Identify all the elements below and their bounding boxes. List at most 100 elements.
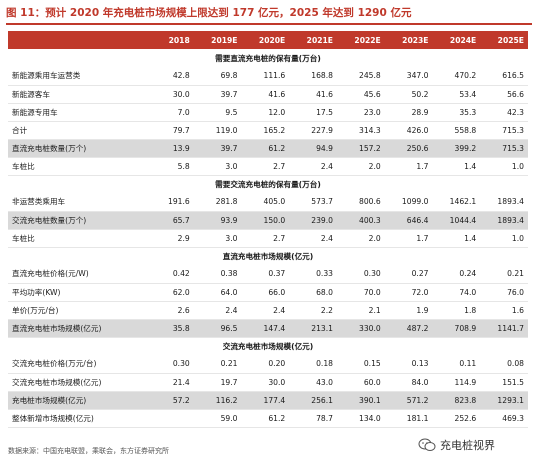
table-cell: 252.6 [432,409,481,428]
table-cell: 5.8 [146,157,194,176]
table-cell: 42.8 [146,67,194,86]
table-cell: 45.6 [337,85,385,104]
section-header-row: 直流充电桩市场规模(亿元) [8,247,528,265]
table-cell: 1.0 [480,157,528,176]
watermark: 充电桩视界 [418,437,495,453]
table-cell: 0.42 [146,265,194,284]
table-cell: 30.0 [146,85,194,104]
table-cell: 0.18 [289,355,337,374]
table-cell: 84.0 [384,373,433,392]
table-cell: 41.6 [289,85,337,104]
column-header: 2021E [289,31,337,49]
table-cell: 41.6 [241,85,290,104]
table-cell: 571.2 [384,391,433,410]
row-label: 非运营类乘用车 [8,193,146,212]
table-cell: 43.0 [289,373,337,392]
table-cell: 2.7 [241,157,290,176]
row-label: 新能源乘用车运营类 [8,67,146,86]
table-cell: 245.8 [337,67,385,86]
table-cell: 65.7 [146,211,194,230]
figure-title: 图 11：预计 2020 年充电桩市场规模上限达到 177 亿元，2025 年达… [6,7,412,19]
table-cell: 42.3 [480,103,528,122]
table-row: 交流充电桩市场规模(亿元) 21.4 19.7 30.0 43.0 60.0 84.0 114… [8,373,528,392]
table-cell: 2.7 [241,229,290,248]
table-cell: 2.1 [337,301,385,320]
table-cell: 330.0 [337,319,385,338]
table-row: 整体新增市场规模(亿元) 59.0 61.2 78.7 134.0 181.1 252.6 4… [8,409,528,428]
title-rule [6,23,532,25]
table-cell: 181.1 [384,409,433,428]
table-header-row: 2018 2019E 2020E 2021E 2022E 2023E 2024E 2025E [8,31,528,49]
table-cell: 69.8 [193,67,242,86]
header-corner [8,31,146,49]
table-cell: 0.30 [337,265,385,284]
table-cell: 2.0 [337,157,385,176]
table-cell: 62.0 [146,283,194,302]
table-cell: 2.4 [289,229,337,248]
section-header-row: 需要直流充电桩的保有量(万台) [8,49,528,67]
table-cell: 111.6 [241,67,290,86]
column-header: 2023E [384,31,433,49]
row-label: 交流充电桩市场规模(亿元) [8,373,146,392]
table-cell: 1.7 [384,157,433,176]
table-cell: 558.8 [432,121,481,140]
table-cell: 0.11 [432,355,481,374]
table-cell: 21.4 [146,373,194,392]
table-cell: 39.7 [193,139,242,158]
table-cell: 50.2 [384,85,433,104]
table-cell: 390.1 [337,391,385,410]
table-cell: 114.9 [432,373,481,392]
table-cell: 0.38 [193,265,242,284]
row-label: 直流充电桩数量(万个) [8,139,146,158]
section-title: 需要交流充电桩的保有量(万台) [8,175,528,193]
table-cell: 165.2 [241,121,290,140]
table-cell: 56.6 [480,85,528,104]
table-cell: 1462.1 [432,193,481,212]
table-cell: 314.3 [337,121,385,140]
table-cell: 53.4 [432,85,481,104]
table-cell: 35.8 [146,319,194,338]
table-cell: 405.0 [241,193,290,212]
table-cell: 147.4 [241,319,290,338]
table-cell: 1893.4 [480,211,528,230]
table-cell: 61.2 [241,409,290,428]
table-cell: 1.7 [384,229,433,248]
table-cell: 2.9 [146,229,194,248]
row-label: 车桩比 [8,157,146,176]
section-header-row: 需要交流充电桩的保有量(万台) [8,175,528,193]
table-cell [146,409,194,428]
table-cell: 168.8 [289,67,337,86]
table-cell: 1293.1 [480,391,528,410]
row-label: 整体新增市场规模(亿元) [8,409,146,428]
section-header-row: 交流充电桩市场规模(亿元) [8,337,528,355]
table-cell: 191.6 [146,193,194,212]
table-cell: 0.21 [480,265,528,284]
table-row: 单价(万元/台) 2.6 2.4 2.4 2.2 2.1 1.9 1.8 1.6 [8,301,528,320]
table-cell: 715.3 [480,139,528,158]
table-row-highlighted: 直流充电桩数量(万个) 13.9 39.7 61.2 94.9 157.2 250.6 399… [8,139,528,158]
column-header: 2019E [193,31,242,49]
table-row: 直流充电桩价格(元/W) 0.42 0.38 0.37 0.33 0.30 0.27 0.24… [8,265,528,284]
table-cell: 0.27 [384,265,433,284]
source-note: 数据来源：中国充电联盟，乘联会，东方证券研究所 [8,447,169,455]
table-cell: 39.7 [193,85,242,104]
table-cell: 96.5 [193,319,242,338]
table-cell: 30.0 [241,373,290,392]
table-cell: 157.2 [337,139,385,158]
table-cell: 426.0 [384,121,433,140]
table-cell: 119.0 [193,121,242,140]
table-cell: 9.5 [193,103,242,122]
table-cell: 1141.7 [480,319,528,338]
row-label: 新能源专用车 [8,103,146,122]
table-row: 车桩比 2.9 3.0 2.7 2.4 2.0 1.7 1.4 1.0 [8,229,528,248]
table-cell: 1.4 [432,157,481,176]
section-title: 需要直流充电桩的保有量(万台) [8,49,528,67]
section-title: 交流充电桩市场规模(亿元) [8,337,528,355]
table-cell: 28.9 [384,103,433,122]
table-cell: 59.0 [193,409,242,428]
table-cell: 399.2 [432,139,481,158]
table-row: 平均功率(KW) 62.0 64.0 66.0 68.0 70.0 72.0 74.0 76.0 [8,283,528,302]
table-cell: 13.9 [146,139,194,158]
table-cell: 150.0 [241,211,290,230]
table-cell: 177.4 [241,391,290,410]
